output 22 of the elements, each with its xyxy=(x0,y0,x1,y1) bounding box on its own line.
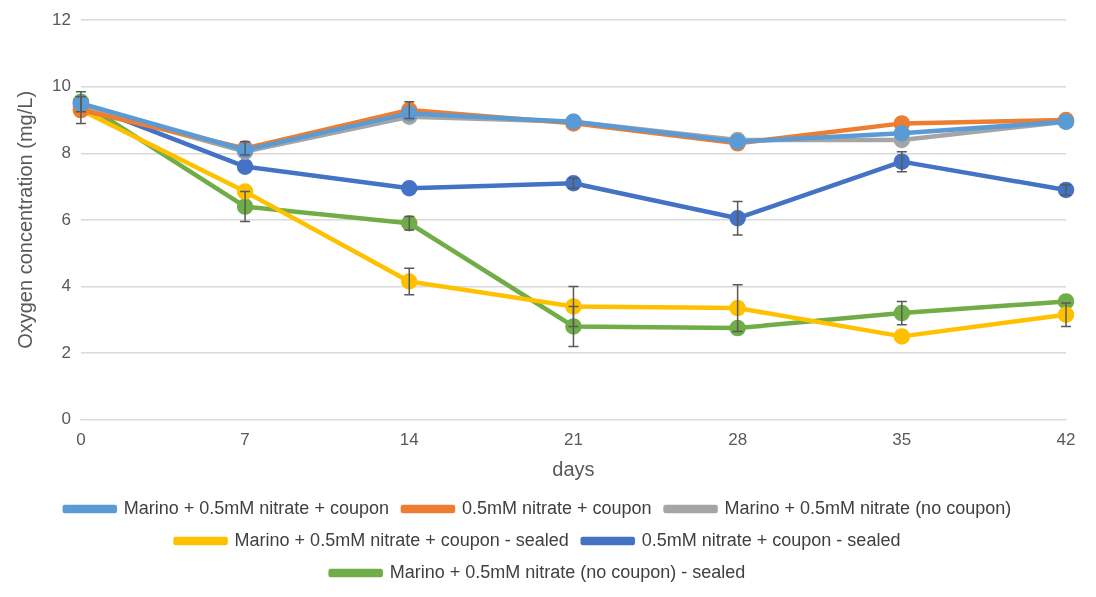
x-tick-label: 7 xyxy=(240,430,250,450)
y-axis-title: Oxygen concentration (mg/L) xyxy=(13,90,36,349)
legend-label: Marino + 0.5mM nitrate + coupon xyxy=(123,497,389,518)
x-tick-label: 0 xyxy=(76,430,86,450)
y-tick-label: 4 xyxy=(61,276,71,296)
x-tick-label: 21 xyxy=(563,430,583,450)
x-tick-label: 42 xyxy=(1056,430,1076,450)
y-tick-label: 12 xyxy=(51,9,71,29)
x-tick-label: 28 xyxy=(728,430,748,450)
x-tick-label: 35 xyxy=(892,430,912,450)
y-tick-label: 0 xyxy=(61,409,71,429)
legend-label: Marino + 0.5mM nitrate (no coupon) xyxy=(724,497,1012,518)
legend-label: 0.5mM nitrate + coupon - sealed xyxy=(641,529,901,550)
y-tick-label: 8 xyxy=(61,143,71,163)
x-axis-title: days xyxy=(552,457,595,480)
legend-label: Marino + 0.5mM nitrate + coupon - sealed xyxy=(234,529,569,550)
y-tick-label: 6 xyxy=(61,209,71,229)
y-tick-label: 2 xyxy=(61,342,71,362)
y-tick-label: 10 xyxy=(51,76,71,96)
x-tick-label: 14 xyxy=(399,430,419,450)
legend-label: 0.5mM nitrate + coupon xyxy=(461,497,652,518)
legend-label: Marino + 0.5mM nitrate (no coupon) - sealed xyxy=(389,561,746,582)
